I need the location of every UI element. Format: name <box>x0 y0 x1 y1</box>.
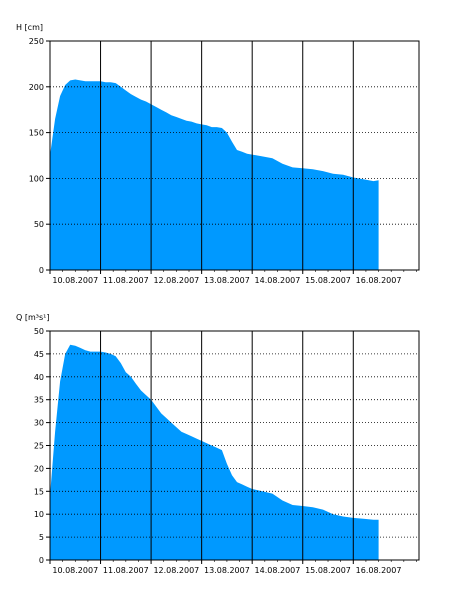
data-area <box>50 79 379 270</box>
y-axis-label: Q [m³s¹] <box>16 313 49 322</box>
x-tick-label: 16.08.2007 <box>356 276 402 285</box>
y-tick-label: 15 <box>34 487 44 496</box>
y-axis-label: H [cm] <box>16 23 43 32</box>
x-tick-label: 10.08.2007 <box>52 566 98 575</box>
x-tick-label: 13.08.2007 <box>204 276 250 285</box>
x-tick-label: 14.08.2007 <box>255 276 301 285</box>
x-tick-label: 13.08.2007 <box>204 566 250 575</box>
y-tick-label: 100 <box>29 174 44 183</box>
y-tick-label: 0 <box>39 556 44 565</box>
water-level-chart: H [cm] 10.08.2007 11.08.2007 12.08.2007 13.… <box>16 23 420 285</box>
x-tick-label: 12.08.2007 <box>153 276 199 285</box>
y-tick-label: 20 <box>34 464 44 473</box>
y-tick-label: 35 <box>34 396 44 405</box>
x-tick-label: 11.08.2007 <box>103 566 149 575</box>
y-tick-label: 40 <box>34 373 44 382</box>
plot-frame <box>49 330 420 561</box>
x-tick-label: 12.08.2007 <box>153 566 199 575</box>
y-tick-label: 45 <box>34 350 44 359</box>
plot-frame <box>49 40 420 271</box>
y-tick-label: 0 <box>39 266 44 275</box>
discharge-chart: Q [m³s¹] 10.08.2007 11.08.2007 12.08.2007 1… <box>16 313 420 575</box>
y-tick-label: 25 <box>34 442 44 451</box>
y-tick-label: 50 <box>34 220 44 229</box>
x-tick-label: 15.08.2007 <box>305 276 351 285</box>
x-tick-label: 11.08.2007 <box>103 276 149 285</box>
y-tick-label: 200 <box>29 83 44 92</box>
y-tick-label: 250 <box>29 37 44 46</box>
data-area <box>50 344 379 560</box>
x-tick-label: 14.08.2007 <box>255 566 301 575</box>
y-tick-label: 5 <box>39 533 44 542</box>
x-tick-label: 15.08.2007 <box>305 566 351 575</box>
x-tick-label: 16.08.2007 <box>356 566 402 575</box>
y-tick-label: 50 <box>34 327 44 336</box>
y-tick-label: 10 <box>34 510 44 519</box>
x-tick-label: 10.08.2007 <box>52 276 98 285</box>
y-tick-label: 30 <box>34 419 44 428</box>
y-tick-label: 150 <box>29 129 44 138</box>
